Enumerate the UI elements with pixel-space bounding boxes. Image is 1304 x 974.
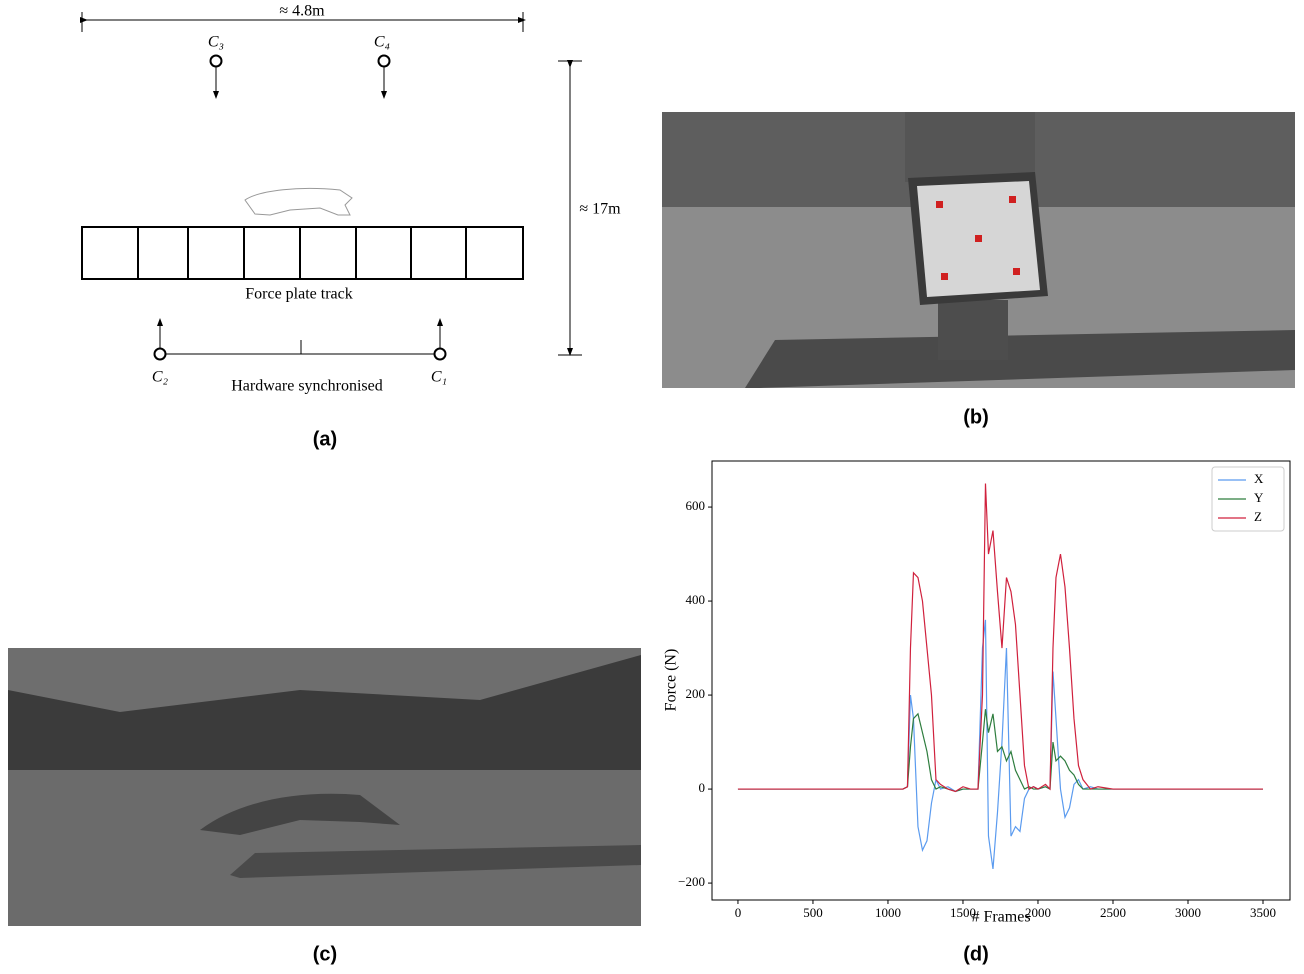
x-tick-label: 0 bbox=[735, 905, 742, 920]
y-tick-label: 400 bbox=[686, 592, 706, 607]
panel-label: (b) bbox=[963, 406, 989, 428]
y-tick-label: −200 bbox=[678, 874, 705, 889]
plot-frame bbox=[711, 460, 1291, 901]
y-tick-label: 200 bbox=[686, 686, 706, 701]
width-label: ≈ 4.8m bbox=[279, 3, 325, 20]
legend-label: X bbox=[1254, 471, 1264, 486]
line-series bbox=[737, 709, 1263, 793]
x-tick-label: 2000 bbox=[1025, 905, 1051, 920]
x-tick-label: 3500 bbox=[1250, 905, 1276, 920]
panel-label: (a) bbox=[313, 428, 337, 450]
camera-label: C₁ bbox=[431, 369, 447, 386]
camera-label: C₃ bbox=[208, 34, 224, 51]
line-series bbox=[737, 483, 1263, 793]
y-tick-label: 0 bbox=[699, 780, 706, 795]
line-series bbox=[737, 619, 1263, 870]
height-label: ≈ 17m bbox=[579, 201, 621, 218]
diagram bbox=[80, 12, 582, 361]
x-axis-label: # Frames bbox=[971, 909, 1030, 926]
track-label: Force plate track bbox=[245, 286, 353, 303]
photo bbox=[8, 648, 641, 926]
photo bbox=[662, 112, 1295, 388]
panel-label: (d) bbox=[963, 943, 989, 965]
legend-label: Z bbox=[1254, 509, 1262, 524]
x-tick-label: 2500 bbox=[1100, 905, 1126, 920]
panel-label: (c) bbox=[313, 943, 337, 965]
camera-label: C₂ bbox=[152, 369, 169, 386]
legend-box bbox=[1211, 466, 1285, 532]
sync-label: Hardware synchronised bbox=[231, 378, 383, 395]
x-tick-label: 3000 bbox=[1175, 905, 1201, 920]
x-tick-label: 1000 bbox=[875, 905, 901, 920]
y-axis-label: Force (N) bbox=[663, 649, 680, 712]
x-tick-label: 1500 bbox=[950, 905, 976, 920]
y-tick-label: 600 bbox=[686, 498, 706, 513]
x-tick-label: 500 bbox=[803, 905, 823, 920]
camera-label: C₄ bbox=[374, 34, 390, 51]
legend-label: Y bbox=[1254, 490, 1264, 505]
